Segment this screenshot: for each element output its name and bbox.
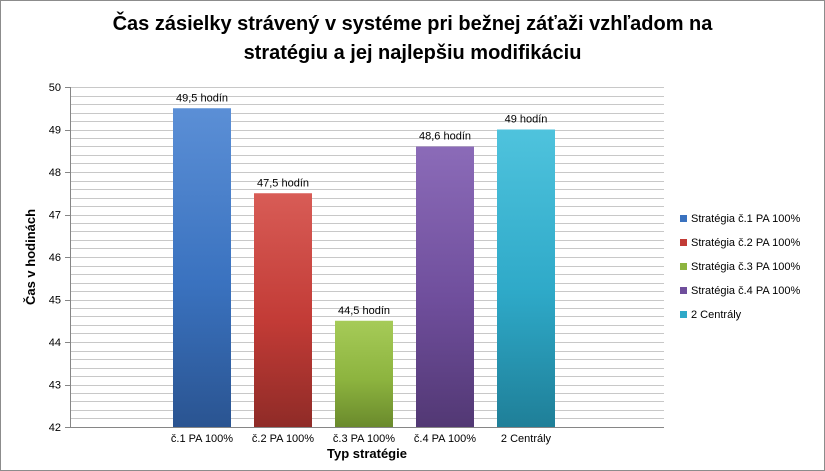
chart-title: Čas zásielky strávený v systéme pri bežn… — [0, 10, 825, 68]
y-tick-label: 45 — [49, 295, 61, 307]
bar — [254, 193, 312, 427]
chart-title-line-1: Čas zásielky strávený v systéme pri bežn… — [112, 13, 713, 35]
legend-swatch — [680, 239, 687, 246]
data-label: 47,5 hodín — [257, 177, 309, 189]
legend-entry: Stratégia č.4 PA 100% — [691, 285, 800, 297]
x-tick-label: č.3 PA 100% — [333, 433, 395, 445]
legend: Stratégia č.1 PA 100% Stratégia č.2 PA 10… — [680, 213, 800, 321]
data-labels: 49,5 hodín 47,5 hodín 44,5 hodín 48,6 hodín… — [176, 92, 547, 317]
y-tick-label: 47 — [49, 210, 61, 222]
legend-swatch — [680, 215, 687, 222]
x-tick-label: č.2 PA 100% — [252, 433, 314, 445]
x-tick-label: 2 Centrály — [501, 433, 552, 445]
bar — [497, 129, 555, 427]
legend-entry: 2 Centrály — [691, 309, 742, 321]
legend-entry: Stratégia č.1 PA 100% — [691, 213, 800, 225]
legend-entry: Stratégia č.2 PA 100% — [691, 237, 800, 249]
y-axis-ticks: 42 43 44 45 46 47 48 49 50 — [49, 82, 70, 434]
legend-entry: Stratégia č.3 PA 100% — [691, 261, 800, 273]
y-tick-label: 48 — [49, 167, 61, 179]
bar — [416, 146, 474, 427]
legend-swatch — [680, 311, 687, 318]
data-label: 48,6 hodín — [419, 131, 471, 143]
legend-swatch — [680, 263, 687, 270]
y-tick-label: 46 — [49, 252, 61, 264]
chart-title-line-2: stratégiu a jej najlepšiu modifikáciu — [243, 42, 582, 64]
x-axis-ticks: č.1 PA 100% č.2 PA 100% č.3 PA 100% č.4 PA … — [171, 433, 552, 445]
data-label: 49,5 hodín — [176, 92, 228, 104]
y-tick-label: 43 — [49, 380, 61, 392]
y-axis-title: Čas v hodinách — [23, 209, 38, 305]
bars — [173, 108, 555, 427]
x-axis-title: Typ stratégie — [327, 446, 407, 461]
y-tick-label: 49 — [49, 125, 61, 137]
bar — [173, 108, 231, 427]
data-label: 49 hodín — [505, 114, 548, 126]
x-tick-label: č.4 PA 100% — [414, 433, 476, 445]
x-tick-label: č.1 PA 100% — [171, 433, 233, 445]
data-label: 44,5 hodín — [338, 305, 390, 317]
y-tick-label: 44 — [49, 337, 61, 349]
y-tick-label: 50 — [49, 82, 61, 94]
legend-swatch — [680, 287, 687, 294]
y-tick-label: 42 — [49, 422, 61, 434]
bar — [335, 320, 393, 427]
